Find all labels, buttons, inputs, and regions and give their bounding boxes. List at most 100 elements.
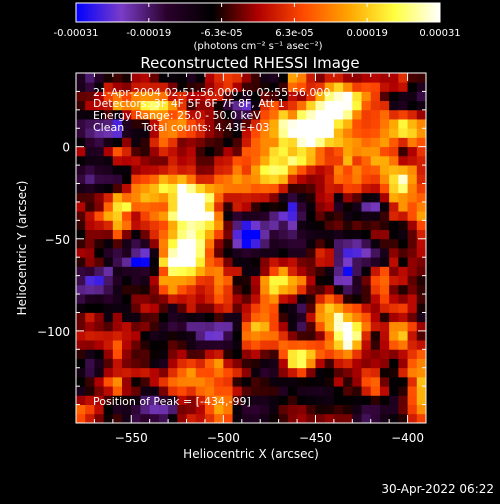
heatmap-cell bbox=[204, 174, 215, 184]
heatmap-cell bbox=[195, 413, 206, 424]
heatmap-cell bbox=[416, 82, 427, 92]
x-tick-label: −500 bbox=[207, 431, 240, 445]
heatmap-cell bbox=[398, 91, 408, 102]
heatmap-cell bbox=[333, 376, 344, 387]
heatmap-cell bbox=[260, 201, 270, 212]
heatmap-cell bbox=[76, 183, 86, 194]
heatmap-cell bbox=[324, 229, 335, 240]
heatmap-cell bbox=[343, 137, 353, 148]
heatmap-cell bbox=[85, 312, 95, 323]
heatmap-cell bbox=[94, 229, 105, 240]
heatmap-cell bbox=[269, 82, 280, 92]
heatmap-cell bbox=[103, 109, 114, 120]
heatmap-cell bbox=[287, 275, 298, 286]
heatmap-cell bbox=[297, 248, 307, 258]
heatmap-cell bbox=[370, 220, 381, 230]
heatmap-cell bbox=[370, 165, 381, 175]
heatmap-cell bbox=[223, 82, 233, 92]
heatmap-cell bbox=[76, 284, 86, 295]
heatmap-cell bbox=[204, 284, 215, 295]
heatmap-cell bbox=[251, 146, 261, 157]
heatmap-cell bbox=[177, 349, 187, 359]
heatmap-cell bbox=[241, 146, 252, 157]
heatmap-cell bbox=[149, 275, 160, 286]
heatmap-cell bbox=[140, 201, 151, 212]
heatmap-cell bbox=[112, 174, 123, 184]
heatmap-cell bbox=[407, 294, 418, 304]
heatmap-cell bbox=[168, 266, 178, 277]
heatmap-cell bbox=[361, 413, 372, 424]
heatmap-cell bbox=[94, 183, 105, 194]
heatmap-cell bbox=[186, 238, 197, 249]
heatmap-cell bbox=[407, 82, 418, 92]
heatmap-cell bbox=[214, 183, 224, 194]
x-tick-label: −550 bbox=[115, 431, 148, 445]
heatmap-cell bbox=[186, 294, 197, 304]
heatmap-cell bbox=[278, 229, 289, 240]
heatmap-cell bbox=[315, 367, 326, 378]
heatmap-cell bbox=[186, 91, 197, 102]
heatmap-cell bbox=[94, 395, 105, 405]
heatmap-cell bbox=[149, 248, 160, 258]
heatmap-cell bbox=[76, 386, 86, 396]
heatmap-cell bbox=[195, 91, 206, 102]
heatmap-cell bbox=[122, 386, 132, 396]
heatmap-cell bbox=[232, 275, 243, 286]
heatmap-cell bbox=[168, 109, 178, 120]
heatmap-cell bbox=[241, 82, 252, 92]
heatmap-cell bbox=[370, 174, 381, 184]
heatmap-cell bbox=[379, 220, 390, 230]
heatmap-cell bbox=[195, 349, 206, 359]
heatmap-cell bbox=[122, 257, 132, 267]
heatmap-cell bbox=[352, 321, 362, 332]
heatmap-cell bbox=[76, 201, 86, 212]
heatmap-cell bbox=[103, 340, 114, 350]
heatmap-cell bbox=[260, 155, 270, 166]
heatmap-cell bbox=[287, 376, 298, 387]
heatmap-cell bbox=[260, 183, 270, 194]
heatmap-cell bbox=[315, 211, 326, 221]
heatmap-cell bbox=[379, 201, 390, 212]
heatmap-cell bbox=[287, 229, 298, 240]
heatmap-cell bbox=[241, 358, 252, 369]
heatmap-cell bbox=[287, 82, 298, 92]
heatmap-cell bbox=[389, 100, 399, 111]
heatmap-cell bbox=[177, 165, 187, 175]
heatmap-cell bbox=[389, 128, 399, 138]
heatmap-cell bbox=[379, 183, 390, 194]
heatmap-cell bbox=[149, 82, 160, 92]
heatmap-cell bbox=[214, 303, 224, 313]
heatmap-cell bbox=[306, 257, 316, 267]
heatmap-cell bbox=[94, 220, 105, 230]
heatmap-cell bbox=[241, 404, 252, 415]
heatmap-cell bbox=[241, 312, 252, 323]
heatmap-cell bbox=[204, 404, 215, 415]
heatmap-cell bbox=[370, 128, 381, 138]
heatmap-cell bbox=[241, 303, 252, 313]
heatmap-cell bbox=[251, 82, 261, 92]
heatmap-cell bbox=[177, 340, 187, 350]
heatmap-cell bbox=[324, 165, 335, 175]
heatmap-cell bbox=[232, 349, 243, 359]
heatmap-cell bbox=[333, 312, 344, 323]
heatmap-cell bbox=[195, 146, 206, 157]
heatmap-cell bbox=[149, 395, 160, 405]
heatmap-cell bbox=[131, 137, 141, 148]
heatmap-cell bbox=[232, 137, 243, 148]
heatmap-cell bbox=[306, 137, 316, 148]
heatmap-cell bbox=[315, 404, 326, 415]
heatmap-cell bbox=[241, 229, 252, 240]
heatmap-cell bbox=[149, 340, 160, 350]
heatmap-cell bbox=[407, 321, 418, 332]
heatmap-cell bbox=[131, 275, 141, 286]
heatmap-cell bbox=[370, 294, 381, 304]
heatmap-cell bbox=[379, 395, 390, 405]
heatmap-cell bbox=[140, 183, 151, 194]
heatmap-cell bbox=[251, 229, 261, 240]
heatmap-cell bbox=[168, 91, 178, 102]
heatmap-cell bbox=[158, 109, 169, 120]
heatmap-cell bbox=[112, 303, 123, 313]
heatmap-cell bbox=[398, 109, 408, 120]
heatmap-cell bbox=[177, 376, 187, 387]
heatmap-cell bbox=[370, 100, 381, 111]
